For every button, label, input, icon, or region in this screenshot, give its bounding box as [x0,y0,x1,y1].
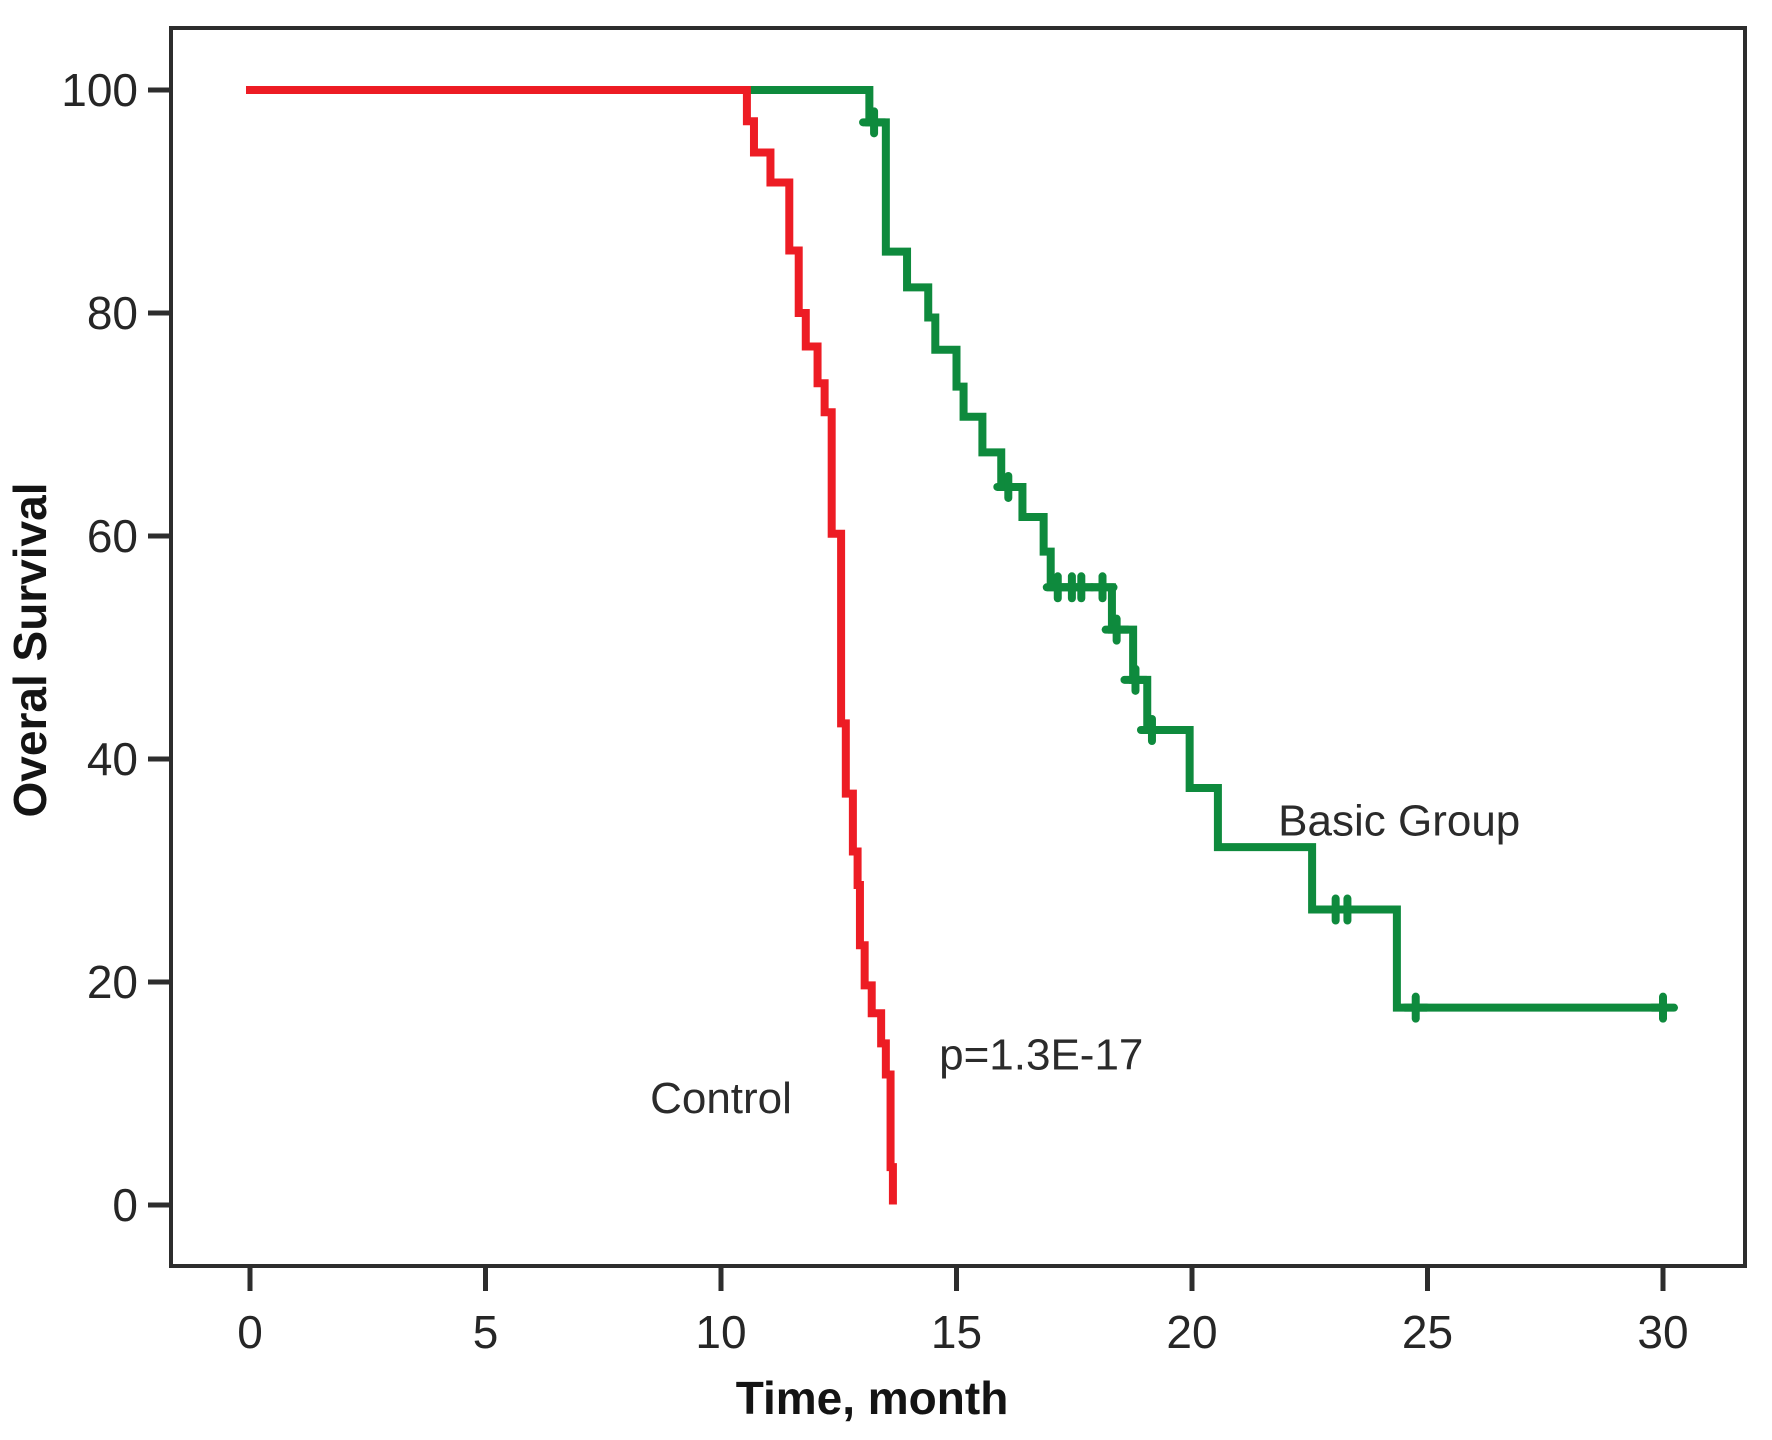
control-label: Control [650,1074,792,1123]
censor-mark [1101,614,1132,645]
survival-curve-basic-group [246,86,1667,1012]
plot-frame [169,26,1747,1268]
censor-mark [859,107,890,138]
y-axis-title: Overal Survival [4,483,56,818]
censor-mark [1400,992,1431,1023]
x-axis-ticks: 0 5 10 15 20 25 30 [237,1266,1689,1358]
censor-mark [1120,664,1151,695]
y-tick-label: 0 [112,1179,138,1231]
censor-mark [993,471,1024,502]
y-tick-label: 40 [87,733,138,785]
x-tick-label: 5 [473,1306,499,1358]
p-value-label: p=1.3E-17 [939,1030,1143,1079]
x-axis-title: Time, month [736,1372,1009,1424]
y-tick-label: 60 [87,510,138,562]
y-tick-label: 100 [61,64,138,116]
annotation-layer: Basic Group Control p=1.3E-17 [650,796,1520,1123]
y-tick-label: 80 [87,287,138,339]
x-tick-label: 15 [931,1306,982,1358]
x-tick-label: 0 [237,1306,263,1358]
basic-group-label: Basic Group [1278,796,1520,845]
censor-mark [1648,992,1678,1023]
series-layer [246,86,1678,1205]
x-tick-label: 25 [1402,1306,1453,1358]
y-axis-ticks: 0 20 40 60 80 100 [61,64,171,1231]
y-tick-label: 20 [87,956,138,1008]
censor-mark [1136,715,1167,746]
censor-mark [1087,572,1118,603]
survival-curve-control [246,86,897,1205]
x-tick-label: 20 [1166,1306,1217,1358]
censor-mark [1332,894,1363,925]
x-tick-label: 10 [695,1306,746,1358]
x-tick-label: 30 [1637,1306,1688,1358]
